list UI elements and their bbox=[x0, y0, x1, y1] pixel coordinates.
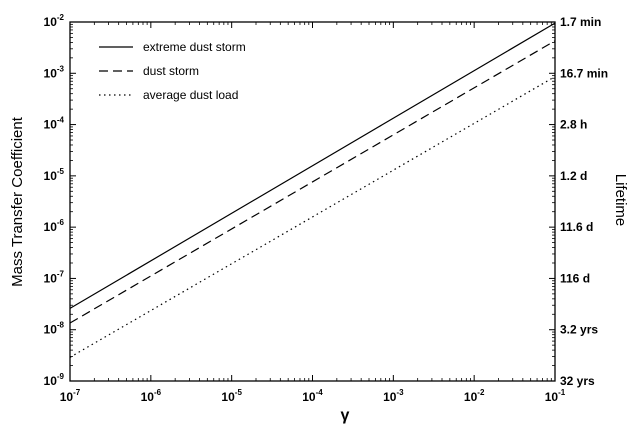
x-axis-title: γ bbox=[341, 407, 350, 424]
x-tick-label: 10-3 bbox=[383, 388, 404, 404]
y-tick-label: 10-8 bbox=[44, 321, 65, 337]
series-line-average-dust-load bbox=[69, 76, 556, 358]
y-right-tick-label: 3.2 yrs bbox=[560, 323, 598, 337]
y-tick-label: 10-5 bbox=[44, 167, 65, 183]
series-line-extreme-dust-storm bbox=[69, 22, 556, 309]
y-tick-label: 10-3 bbox=[44, 64, 65, 80]
legend-label: average dust load bbox=[143, 88, 238, 102]
series-line-dust-storm bbox=[69, 40, 556, 324]
x-tick-label: 10-6 bbox=[141, 388, 162, 404]
y-axis-left-title: Mass Transfer Coefficient bbox=[9, 116, 26, 287]
x-axis-ticks: 10-7 10-6 10-5 10-4 10-3 10-2 10-1 bbox=[60, 22, 566, 404]
y-right-tick-label: 116 d bbox=[560, 271, 590, 285]
series-lines bbox=[69, 22, 556, 358]
y-tick-label: 10-4 bbox=[44, 116, 65, 132]
legend-label: extreme dust storm bbox=[143, 40, 246, 54]
y-tick-label: 10-7 bbox=[44, 269, 65, 285]
y-axis-right-title: Lifetime bbox=[612, 174, 628, 227]
y-right-tick-label: 1.7 min bbox=[560, 15, 601, 29]
y-axis-left-ticks: 10-9 10-8 10-7 10-6 10-5 10-4 10-3 10-2 bbox=[44, 13, 555, 388]
x-tick-label: 10-2 bbox=[464, 388, 485, 404]
x-tick-label: 10-1 bbox=[545, 388, 566, 404]
x-tick-label: 10-4 bbox=[302, 388, 323, 404]
x-tick-label: 10-5 bbox=[221, 388, 242, 404]
legend: extreme dust storm dust storm average dust… bbox=[99, 40, 246, 102]
y-right-tick-label: 1.2 d bbox=[560, 169, 587, 183]
x-tick-label: 10-7 bbox=[60, 388, 81, 404]
y-tick-label: 10-9 bbox=[44, 372, 65, 388]
legend-label: dust storm bbox=[143, 64, 199, 78]
y-axis-right-ticks: 1.7 min 16.7 min 2.8 h 1.2 d 11.6 d 116 d 3.2 … bbox=[549, 15, 608, 388]
y-right-tick-label: 2.8 h bbox=[560, 118, 587, 132]
y-tick-label: 10-2 bbox=[44, 13, 65, 29]
y-tick-label: 10-6 bbox=[44, 218, 65, 234]
y-right-tick-label: 16.7 min bbox=[560, 66, 608, 80]
y-right-tick-label: 32 yrs bbox=[560, 374, 595, 388]
y-right-tick-label: 11.6 d bbox=[560, 220, 593, 234]
